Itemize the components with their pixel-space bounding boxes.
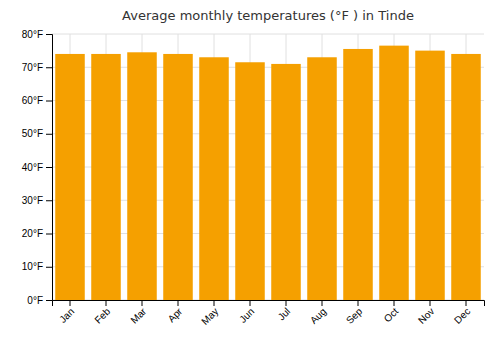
tick-mark xyxy=(286,300,287,306)
tick: Oct xyxy=(382,300,401,324)
bar xyxy=(163,54,193,300)
tick: 30°F xyxy=(22,195,52,206)
tick: Mar xyxy=(128,300,148,326)
tick-mark xyxy=(466,300,467,306)
tick-label: 10°F xyxy=(22,261,43,272)
bar xyxy=(235,62,265,300)
tick: 10°F xyxy=(22,261,52,272)
tick: 50°F xyxy=(22,128,52,139)
bar xyxy=(199,57,229,300)
grid xyxy=(52,34,484,300)
axis-line xyxy=(46,35,53,301)
y-axis: 0°F 10°F 20°F 30°F 40°F 50°F 60°F 70°F 80°F xyxy=(22,29,53,306)
tick-label: Aug xyxy=(308,306,328,326)
bar xyxy=(271,64,301,300)
bar xyxy=(307,57,337,300)
tick-label: 0°F xyxy=(27,295,43,306)
plot: 0°F 10°F 20°F 30°F 40°F 50°F 60°F 70°F 80°F Jan Fe… xyxy=(22,29,485,327)
chart: 0°F 10°F 20°F 30°F 40°F 50°F 60°F 70°F 80°F Jan Fe… xyxy=(0,0,500,350)
tick-label: Apr xyxy=(166,305,185,324)
bar xyxy=(379,46,409,300)
tick-label: 40°F xyxy=(22,162,43,173)
tick-mark xyxy=(394,300,395,306)
bar xyxy=(127,52,157,300)
tick-mark xyxy=(358,300,359,306)
tick-mark xyxy=(214,300,215,306)
tick-mark xyxy=(430,300,431,306)
tick-mark xyxy=(46,167,52,168)
tick: 70°F xyxy=(22,62,52,73)
tick: 80°F xyxy=(22,29,52,40)
tick: Apr xyxy=(166,300,185,324)
tick-label: Feb xyxy=(92,305,112,325)
tick-label: 70°F xyxy=(22,62,43,73)
tick: Dec xyxy=(452,300,472,326)
tick-mark xyxy=(106,300,107,306)
bar xyxy=(451,54,481,300)
tick-label: Jun xyxy=(237,306,256,325)
tick-label: 50°F xyxy=(22,128,43,139)
tick-mark xyxy=(322,300,323,306)
tick: Jun xyxy=(237,300,256,325)
tick: 40°F xyxy=(22,162,52,173)
tick: Sep xyxy=(344,300,365,326)
bar xyxy=(415,51,445,300)
bar xyxy=(343,49,373,300)
bar xyxy=(55,54,85,300)
tick-label: 30°F xyxy=(22,195,43,206)
tick-mark xyxy=(46,300,52,301)
tick: 0°F xyxy=(27,295,52,306)
tick-mark xyxy=(46,34,52,35)
tick-label: Mar xyxy=(128,305,148,325)
tick-mark xyxy=(46,267,52,268)
tick: Jan xyxy=(57,300,76,325)
tick-label: Oct xyxy=(382,306,401,325)
bars xyxy=(55,46,481,300)
tick-label: 60°F xyxy=(22,95,43,106)
grid-line-y xyxy=(52,34,484,35)
tick: Feb xyxy=(92,300,112,326)
bar xyxy=(91,54,121,300)
tick-mark xyxy=(46,234,52,235)
tick-label: 20°F xyxy=(22,228,43,239)
tick-label: Jul xyxy=(276,306,293,323)
tick-mark xyxy=(46,134,52,135)
tick-label: Jan xyxy=(57,306,76,325)
tick-mark xyxy=(178,300,179,306)
tick-mark xyxy=(142,300,143,306)
tick-mark xyxy=(70,300,71,306)
tick-label: Nov xyxy=(416,306,436,326)
title: Average monthly temperatures (°F ) in Ti… xyxy=(122,8,414,23)
tick: Jul xyxy=(276,300,293,322)
tick: Nov xyxy=(416,300,436,326)
tick: 60°F xyxy=(22,95,52,106)
tick-label: Sep xyxy=(344,305,365,326)
tick: 20°F xyxy=(22,228,52,239)
tick-mark xyxy=(46,67,52,68)
tick: May xyxy=(199,300,220,327)
tick-label: May xyxy=(199,306,220,327)
tick-mark xyxy=(250,300,251,306)
axis-line xyxy=(53,301,485,307)
tick-label: Dec xyxy=(452,306,472,326)
tick-mark xyxy=(46,101,52,102)
tick-label: 80°F xyxy=(22,29,43,40)
tick-mark xyxy=(46,200,52,201)
tick: Aug xyxy=(308,300,328,326)
x-axis: Jan Feb Mar Apr May Jun Jul Aug Sep Oct Nov Dec xyxy=(53,300,485,327)
